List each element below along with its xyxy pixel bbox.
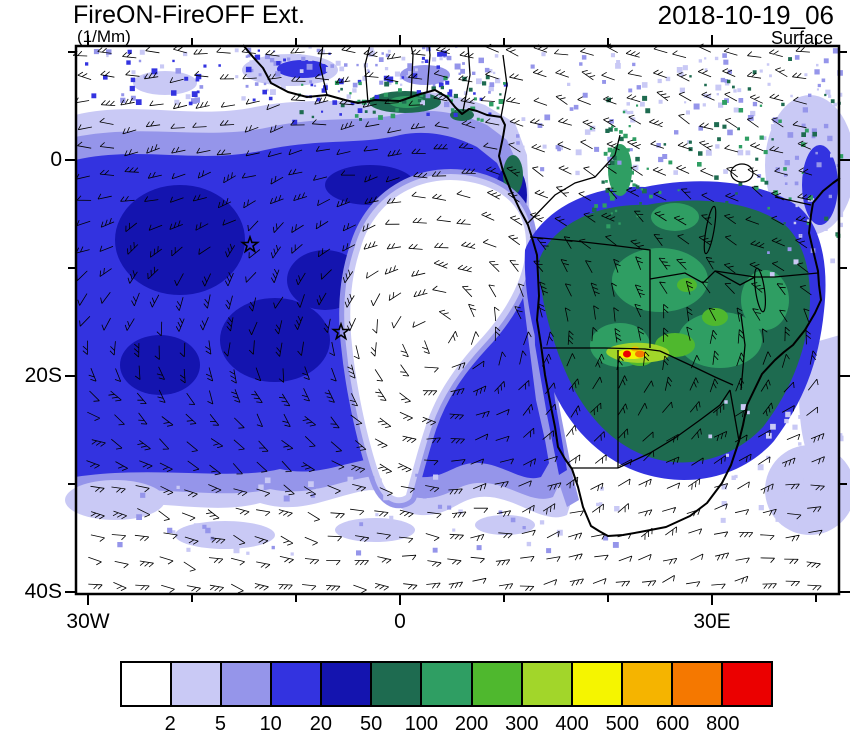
contour-region	[133, 71, 197, 95]
colorbar-swatch	[270, 663, 321, 705]
star-marker	[331, 321, 351, 341]
contour-region	[651, 203, 699, 231]
star-markers	[240, 234, 351, 341]
colorbar-tick-label: 100	[404, 713, 439, 735]
axis-ticks	[65, 35, 850, 605]
colorbar-swatch	[470, 663, 521, 705]
units-label: (1/Mm)	[77, 27, 131, 46]
colorbar-tick-label: 20	[309, 713, 333, 735]
colorbar-swatch	[170, 663, 221, 705]
contour-region	[623, 350, 631, 358]
country-borders	[319, 44, 819, 469]
colorbar-labels: 2 5 10 20 50 100 200 300 400 500 600 800	[120, 713, 773, 739]
datetime-label: 2018-10-19_06	[657, 0, 834, 30]
africa-coastline	[242, 44, 841, 537]
colorbar-tick-label: 300	[505, 713, 539, 735]
wind-barbs	[72, 43, 825, 594]
level-label: Surface	[770, 28, 833, 48]
plot-frame	[74, 44, 841, 596]
contour-region	[175, 521, 275, 549]
map-plot	[65, 35, 850, 605]
contour-region	[115, 185, 245, 295]
star-marker	[240, 234, 260, 254]
colorbar-swatch	[320, 663, 371, 705]
colorbar-swatch	[420, 663, 471, 705]
y-tick-label: 20S	[24, 364, 62, 387]
contour-region	[277, 60, 329, 78]
colorbar-swatch	[122, 663, 171, 705]
colorbar	[120, 661, 773, 707]
plot-title: FireON-FireOFF Ext.	[73, 1, 305, 29]
colorbar-tick-label: 500	[605, 713, 639, 735]
x-tick-label: 0	[394, 610, 406, 633]
colorbar-tick-label: 50	[360, 713, 383, 735]
clear-slot	[339, 169, 538, 509]
colorbar-swatch	[370, 663, 421, 705]
lake-victoria	[730, 163, 754, 183]
colorbar-tick-label: 600	[655, 713, 690, 735]
wind-barb-strokes	[72, 43, 825, 594]
contour-region	[65, 480, 165, 520]
clear-slot-core	[350, 179, 527, 498]
contour-region	[335, 518, 415, 542]
shaded-field-ocean	[65, 54, 850, 549]
coastline-layer	[242, 44, 841, 537]
colorbar-tick-label: 2	[164, 713, 176, 735]
contour-region	[702, 308, 728, 326]
contour-region	[635, 350, 645, 358]
x-tick-label: 30E	[693, 610, 731, 633]
y-tick-label: 40S	[24, 580, 62, 603]
colorbar-swatch	[670, 663, 721, 705]
contour-region	[612, 248, 708, 312]
map-canvas	[65, 35, 850, 605]
colorbar-tick-label: 10	[259, 713, 282, 735]
colorbar-tick-label: 5	[214, 713, 227, 735]
colorbar-swatch	[520, 663, 571, 705]
colorbar-swatch	[220, 663, 271, 705]
colorbar-swatch	[570, 663, 621, 705]
x-tick-label: 30W	[66, 610, 110, 633]
colorbar-tick-label: 800	[706, 713, 740, 735]
y-tick-label: 0	[50, 148, 62, 171]
contour-region	[120, 335, 200, 395]
lake-tanganyika	[703, 205, 717, 255]
colorbar-swatch	[620, 663, 671, 705]
contour-region	[539, 200, 810, 463]
contour-region	[220, 298, 330, 382]
colorbar-tick-label: 200	[454, 713, 489, 735]
colorbar-swatch	[720, 663, 772, 705]
shaded-field-land	[369, 91, 826, 480]
colorbar-tick-label: 400	[555, 713, 589, 735]
